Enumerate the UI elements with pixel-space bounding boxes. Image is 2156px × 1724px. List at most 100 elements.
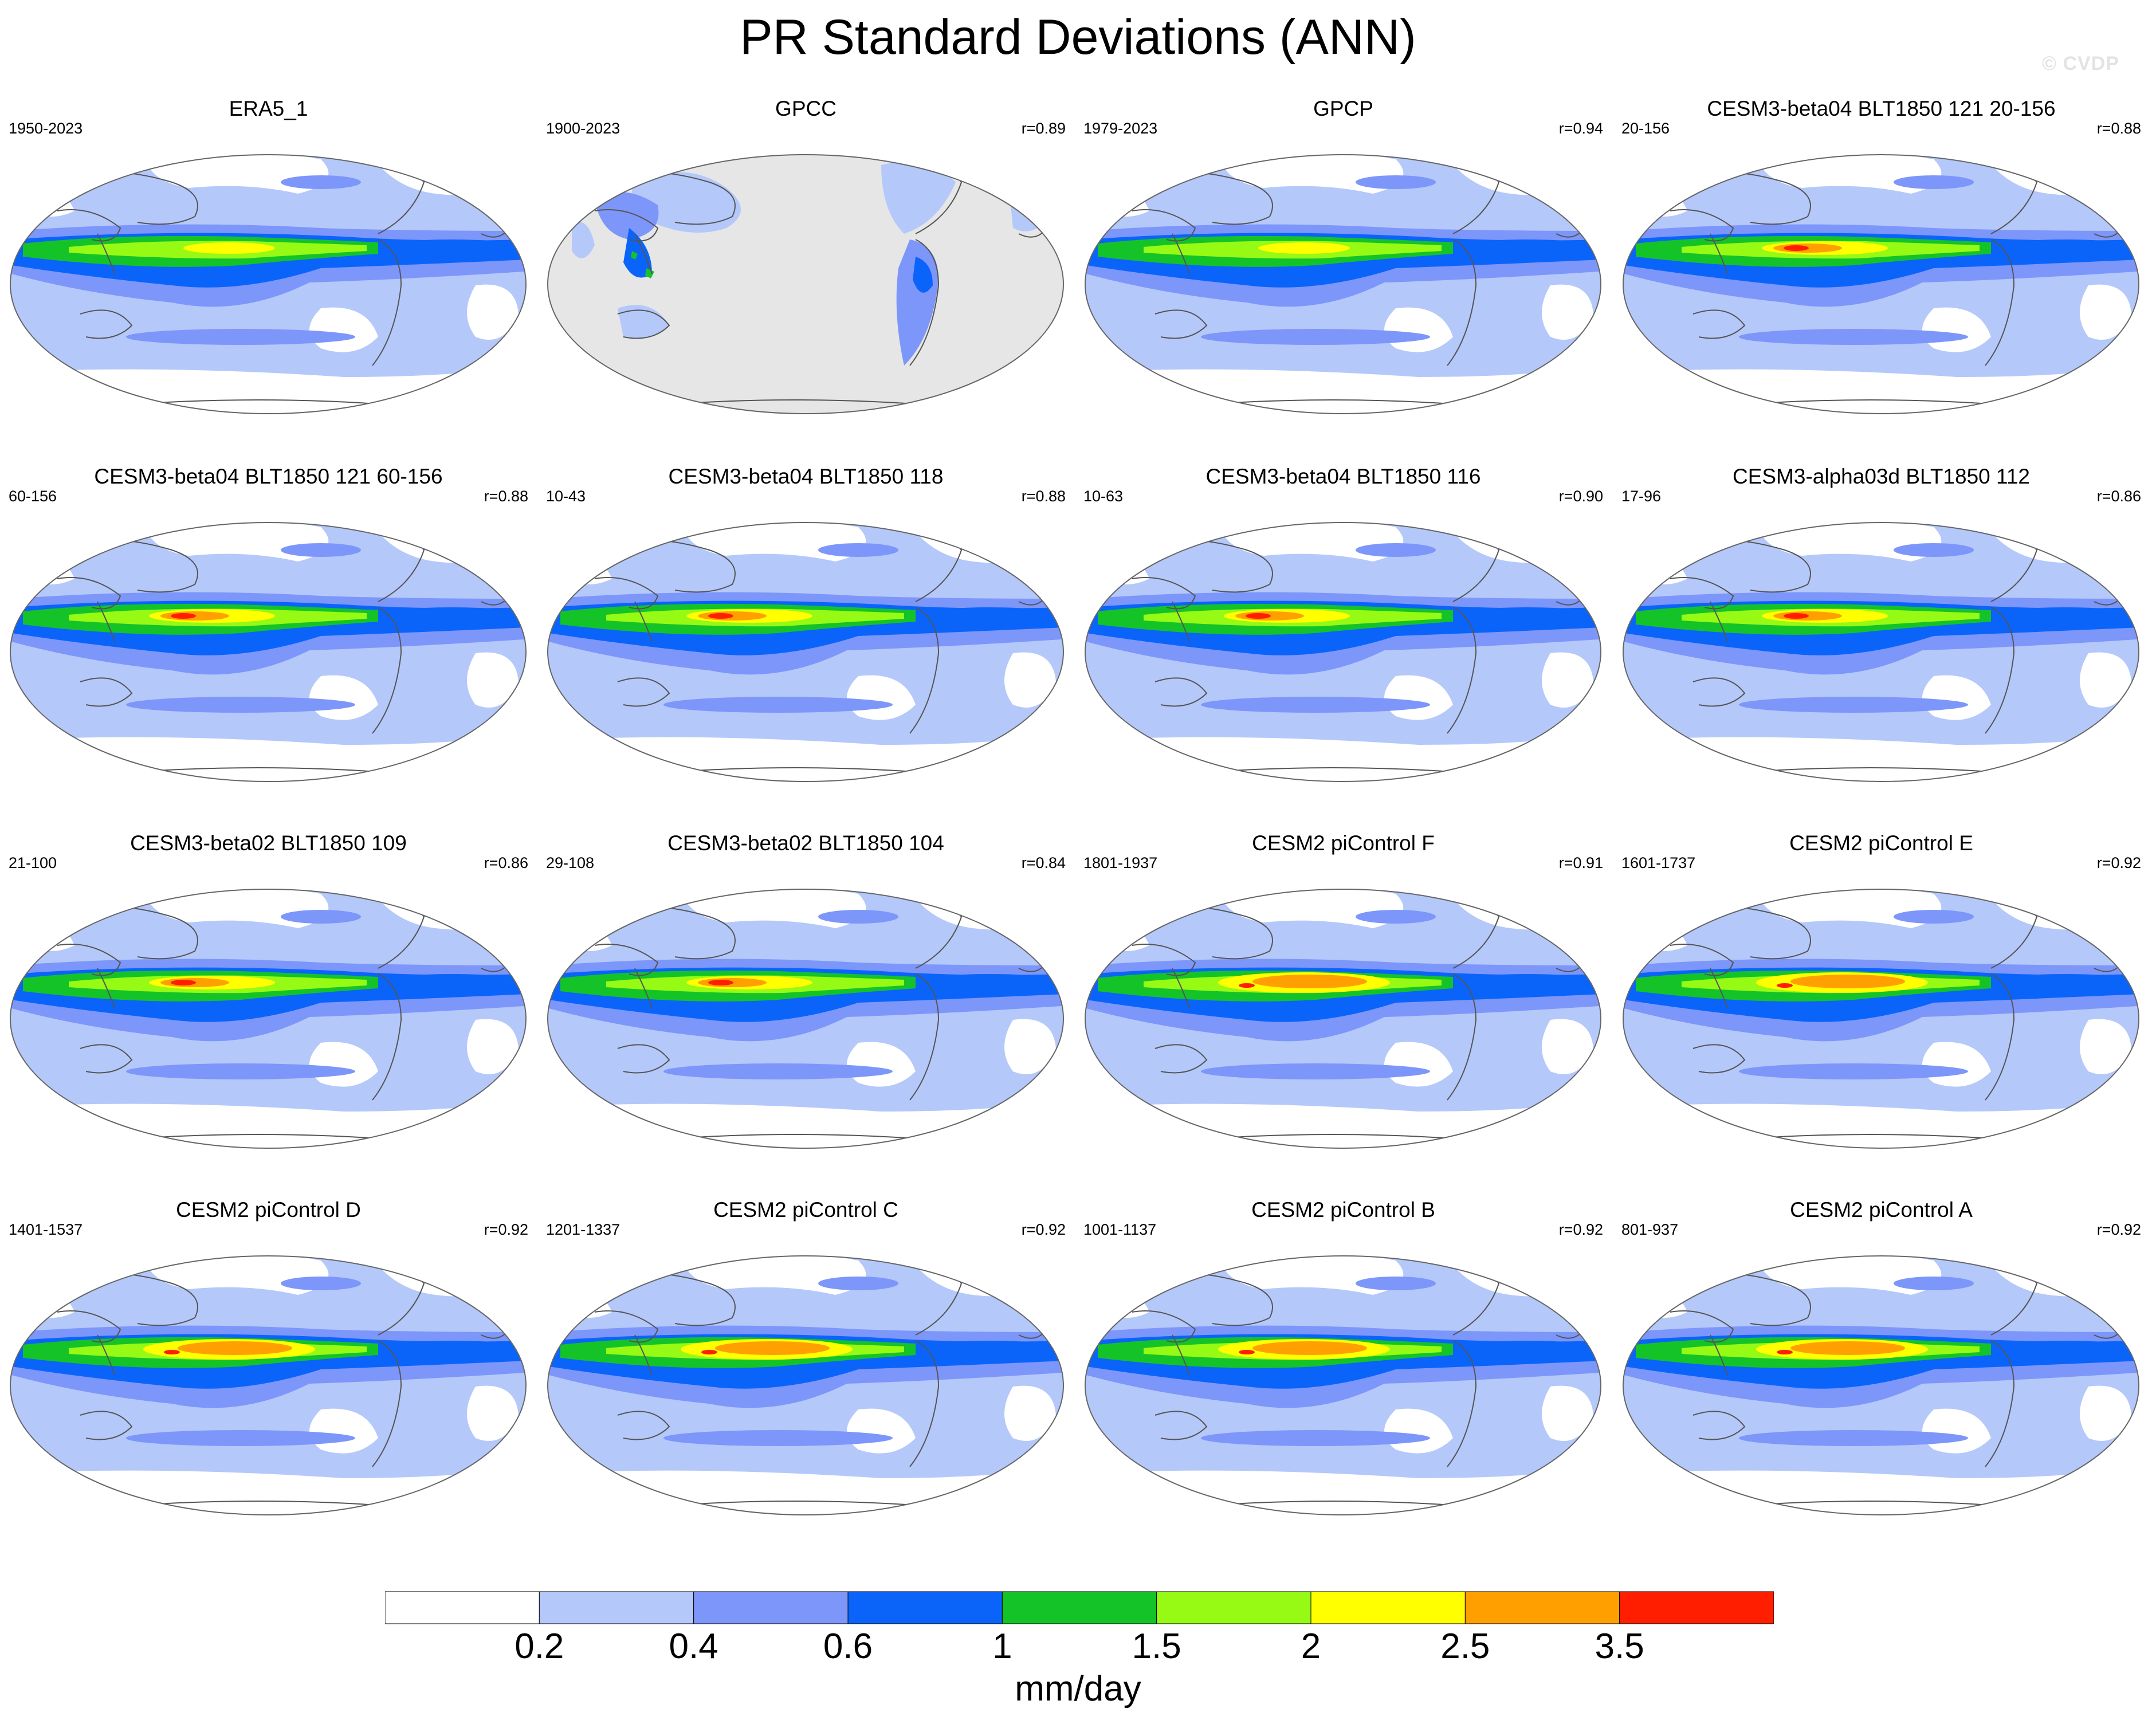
precip-stddev-map: [1623, 889, 2139, 1149]
panel-year-range: 1201-1337: [546, 1221, 621, 1238]
coastline-6: [617, 1044, 670, 1074]
storm-track-south: [1201, 697, 1430, 713]
land-region-1: [595, 192, 659, 239]
storm-track-south: [1201, 1063, 1430, 1079]
panel-year-range: 1950-2023: [9, 120, 83, 137]
panel-year-range: 17-96: [1621, 488, 1662, 505]
low-variability-region-4: [23, 187, 74, 217]
coastline-2: [1710, 1334, 1728, 1376]
land-region-10: [572, 221, 595, 258]
map-panel: CESM3-beta04 BLT1850 118 10-43 r=0.88: [537, 464, 1074, 825]
low-variability-region-2: [467, 1019, 519, 1074]
coastline-2: [97, 968, 115, 1009]
coastline-6: [617, 309, 670, 339]
precip-stddev-map: [10, 889, 527, 1149]
storm-track-south: [663, 1063, 893, 1079]
precip-contour-3.5: [171, 613, 196, 619]
storm-track-south: [1201, 1430, 1430, 1446]
low-variability-region-2: [1542, 1019, 1593, 1074]
storm-track-south: [1739, 697, 1968, 713]
storm-track-north: [1894, 1277, 1974, 1290]
low-variability-region-4: [1098, 555, 1149, 584]
coastline-1: [1670, 1310, 1734, 1343]
panel-year-range: 1001-1137: [1083, 1221, 1157, 1238]
storm-track-north: [1356, 543, 1436, 557]
atlantic-band: [933, 607, 1053, 622]
panel-title: CESM2 piControl C: [713, 1198, 898, 1222]
coastline-6: [1692, 677, 1746, 707]
low-variability-region-4: [1098, 187, 1149, 217]
low-variability-region-2: [1004, 652, 1056, 708]
coastline-1: [1670, 577, 1734, 610]
coastline-4: [909, 607, 940, 734]
panel-pattern-correlation: r=0.86: [484, 854, 528, 871]
coastline-6: [1154, 309, 1208, 339]
panel-title: CESM3-beta04 BLT1850 118: [668, 465, 944, 488]
coastline-1: [594, 944, 659, 976]
panel-title: CESM2 piControl D: [176, 1198, 361, 1222]
storm-track-south: [663, 1430, 893, 1446]
low-variability-region-4: [1098, 921, 1149, 951]
panel-title: CESM3-beta02 BLT1850 104: [667, 831, 944, 855]
low-variability-region-2: [467, 652, 519, 708]
low-variability-region-4: [1636, 921, 1687, 951]
low-variability-region-4: [23, 555, 74, 584]
colorbar-segment: [1619, 1591, 1774, 1624]
panel-year-range: 1979-2023: [1083, 120, 1158, 137]
coastline-1: [1132, 1310, 1196, 1343]
coastline-4: [1985, 1340, 2015, 1467]
colorbar-segment: [1156, 1591, 1311, 1624]
coastline-2: [634, 968, 653, 1009]
colorbar-tick-label: 3.5: [1595, 1627, 1644, 1666]
storm-track-south: [1201, 329, 1430, 345]
atlantic-band: [2008, 1341, 2128, 1355]
colorbar-segment: [539, 1591, 694, 1624]
precip-stddev-map: [547, 889, 1064, 1149]
panel-pattern-correlation: r=0.88: [484, 488, 528, 505]
coastline-1: [1670, 944, 1734, 976]
map-border: [547, 1255, 1064, 1515]
colorbar-tick-label: 2: [1301, 1627, 1321, 1666]
low-variability-region-4: [1636, 1288, 1687, 1318]
panel-year-range: 1900-2023: [546, 120, 621, 137]
storm-track-north: [1356, 910, 1436, 924]
coastline-4: [909, 973, 940, 1101]
panel-pattern-correlation: r=0.94: [1558, 120, 1603, 137]
precip-contour-3.5: [1777, 1350, 1793, 1354]
panel-title: GPCC: [775, 97, 837, 120]
precip-contour-2: [183, 242, 275, 254]
coastline-6: [1154, 677, 1208, 707]
panel-year-range: 1801-1937: [1083, 854, 1158, 871]
coastline-1: [1132, 577, 1196, 610]
precip-stddev-map: [1085, 889, 1601, 1149]
coastline-4: [372, 239, 402, 366]
coastline-4: [1447, 1340, 1477, 1467]
atlantic-band: [1470, 1341, 1591, 1355]
colorbar-segment: [1464, 1591, 1620, 1624]
storm-track-north: [1356, 1277, 1436, 1290]
coastline-2: [1710, 601, 1728, 642]
panel-pattern-correlation: r=0.86: [2096, 488, 2141, 505]
coastline-2: [1710, 968, 1728, 1009]
coastline-6: [1154, 1411, 1208, 1440]
storm-track-north: [1356, 175, 1436, 189]
coastline-1: [57, 209, 121, 242]
atlantic-band: [933, 974, 1053, 988]
map-border: [1085, 522, 1601, 782]
panel-pattern-correlation: r=0.92: [1021, 1221, 1066, 1238]
low-variability-region-4: [560, 555, 612, 584]
precip-contour-2.5: [1252, 975, 1367, 988]
storm-track-south: [126, 697, 355, 713]
coastline-4: [1985, 607, 2015, 734]
coastline-1: [1132, 944, 1196, 976]
cvdp-watermark: © CVDP: [2042, 53, 2119, 74]
map-border: [547, 889, 1064, 1149]
precip-contour-2.5: [715, 1341, 830, 1355]
precip-contour-3.5: [1239, 983, 1255, 988]
map-border: [1085, 889, 1601, 1149]
precip-contour-3.5: [164, 1350, 180, 1354]
atlantic-band: [395, 239, 516, 254]
land-region-4: [645, 268, 654, 278]
map-panel: CESM3-beta04 BLT1850 121 60-156 60-156 r=0…: [0, 464, 537, 825]
storm-track-south: [126, 1063, 355, 1079]
